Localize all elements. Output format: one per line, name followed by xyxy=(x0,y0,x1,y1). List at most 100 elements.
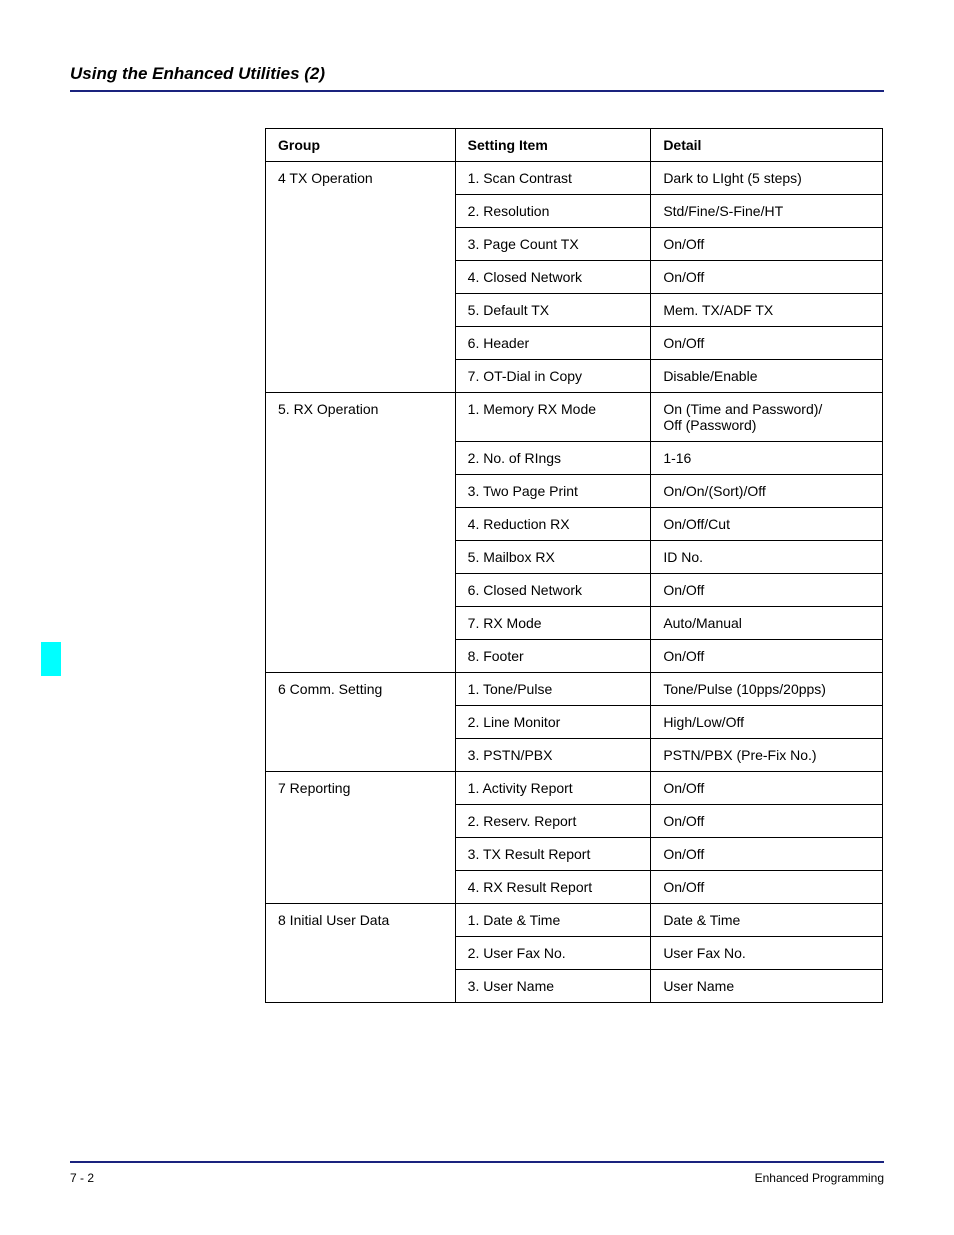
table-row: 4. RX Result ReportOn/Off xyxy=(266,871,883,904)
table-row: 3. User NameUser Name xyxy=(266,970,883,1003)
setting-item-cell: 6. Closed Network xyxy=(455,574,651,607)
settings-table: Group Setting Item Detail 4 TX Operation… xyxy=(265,128,883,1003)
setting-item-cell: 1. Memory RX Mode xyxy=(455,393,651,442)
detail-cell: On/Off xyxy=(651,871,883,904)
group-empty-cell xyxy=(266,640,456,673)
col-header-group: Group xyxy=(266,129,456,162)
table-row: 4. Closed NetworkOn/Off xyxy=(266,261,883,294)
page-footer: 7 - 2 Enhanced Programming xyxy=(70,1161,884,1185)
detail-cell: Std/Fine/S-Fine/HT xyxy=(651,195,883,228)
table-row: 8. FooterOn/Off xyxy=(266,640,883,673)
setting-item-cell: 4. Closed Network xyxy=(455,261,651,294)
setting-item-cell: 3. PSTN/PBX xyxy=(455,739,651,772)
setting-item-cell: 2. No. of RIngs xyxy=(455,442,651,475)
setting-item-cell: 1. Scan Contrast xyxy=(455,162,651,195)
detail-cell: On/Off xyxy=(651,327,883,360)
detail-cell: User Name xyxy=(651,970,883,1003)
group-empty-cell xyxy=(266,261,456,294)
detail-cell: User Fax No. xyxy=(651,937,883,970)
table-row: 7. RX ModeAuto/Manual xyxy=(266,607,883,640)
setting-item-cell: 3. Two Page Print xyxy=(455,475,651,508)
group-empty-cell xyxy=(266,871,456,904)
setting-item-cell: 2. Resolution xyxy=(455,195,651,228)
setting-item-cell: 7. OT-Dial in Copy xyxy=(455,360,651,393)
table-row: 4. Reduction RXOn/Off/Cut xyxy=(266,508,883,541)
table-row: 6 Comm. Setting1. Tone/PulseTone/Pulse (… xyxy=(266,673,883,706)
setting-item-cell: 5. Default TX xyxy=(455,294,651,327)
table-row: 6. Closed NetworkOn/Off xyxy=(266,574,883,607)
group-empty-cell xyxy=(266,508,456,541)
setting-item-cell: 1. Activity Report xyxy=(455,772,651,805)
detail-cell: On (Time and Password)/ Off (Password) xyxy=(651,393,883,442)
setting-item-cell: 2. User Fax No. xyxy=(455,937,651,970)
setting-item-cell: 4. Reduction RX xyxy=(455,508,651,541)
table-row: 2. User Fax No.User Fax No. xyxy=(266,937,883,970)
setting-item-cell: 2. Reserv. Report xyxy=(455,805,651,838)
table-row: 2. No. of RIngs1-16 xyxy=(266,442,883,475)
page-title: Using the Enhanced Utilities (2) xyxy=(70,64,884,92)
table-row: 3. TX Result ReportOn/Off xyxy=(266,838,883,871)
group-empty-cell xyxy=(266,475,456,508)
group-empty-cell xyxy=(266,607,456,640)
group-empty-cell xyxy=(266,937,456,970)
detail-cell: Dark to LIght (5 steps) xyxy=(651,162,883,195)
group-empty-cell xyxy=(266,195,456,228)
setting-item-cell: 5. Mailbox RX xyxy=(455,541,651,574)
detail-cell: On/Off xyxy=(651,640,883,673)
detail-cell: High/Low/Off xyxy=(651,706,883,739)
setting-item-cell: 8. Footer xyxy=(455,640,651,673)
chapter-tab xyxy=(41,642,61,676)
col-header-detail: Detail xyxy=(651,129,883,162)
detail-cell: On/Off xyxy=(651,574,883,607)
group-empty-cell xyxy=(266,970,456,1003)
document-page: Using the Enhanced Utilities (2) Group S… xyxy=(0,0,954,1235)
group-name-cell: 6 Comm. Setting xyxy=(266,673,456,706)
detail-cell: Mem. TX/ADF TX xyxy=(651,294,883,327)
group-empty-cell xyxy=(266,360,456,393)
group-empty-cell xyxy=(266,739,456,772)
table-row: 5. Default TXMem. TX/ADF TX xyxy=(266,294,883,327)
group-name-cell: 8 Initial User Data xyxy=(266,904,456,937)
table-header-row: Group Setting Item Detail xyxy=(266,129,883,162)
setting-item-cell: 2. Line Monitor xyxy=(455,706,651,739)
table-row: 3. Page Count TXOn/Off xyxy=(266,228,883,261)
setting-item-cell: 3. TX Result Report xyxy=(455,838,651,871)
setting-item-cell: 7. RX Mode xyxy=(455,607,651,640)
group-name-cell: 5. RX Operation xyxy=(266,393,456,442)
table-row: 3. PSTN/PBXPSTN/PBX (Pre-Fix No.) xyxy=(266,739,883,772)
detail-cell: On/Off xyxy=(651,261,883,294)
group-name-cell: 7 Reporting xyxy=(266,772,456,805)
group-empty-cell xyxy=(266,706,456,739)
table-row: 7 Reporting1. Activity ReportOn/Off xyxy=(266,772,883,805)
setting-item-cell: 6. Header xyxy=(455,327,651,360)
table-row: 8 Initial User Data1. Date & TimeDate & … xyxy=(266,904,883,937)
group-empty-cell xyxy=(266,294,456,327)
detail-cell: On/On/(Sort)/Off xyxy=(651,475,883,508)
detail-cell: 1-16 xyxy=(651,442,883,475)
table-row: 2. ResolutionStd/Fine/S-Fine/HT xyxy=(266,195,883,228)
table-row: 7. OT-Dial in CopyDisable/Enable xyxy=(266,360,883,393)
footer-section-title: Enhanced Programming xyxy=(755,1171,884,1185)
group-empty-cell xyxy=(266,442,456,475)
setting-item-cell: 4. RX Result Report xyxy=(455,871,651,904)
setting-item-cell: 1. Tone/Pulse xyxy=(455,673,651,706)
detail-cell: On/Off xyxy=(651,838,883,871)
group-empty-cell xyxy=(266,838,456,871)
group-name-cell: 4 TX Operation xyxy=(266,162,456,195)
detail-cell: Disable/Enable xyxy=(651,360,883,393)
group-empty-cell xyxy=(266,327,456,360)
group-empty-cell xyxy=(266,574,456,607)
table-row: 5. Mailbox RXID No. xyxy=(266,541,883,574)
table-body: 4 TX Operation1. Scan ContrastDark to LI… xyxy=(266,162,883,1003)
table-row: 6. HeaderOn/Off xyxy=(266,327,883,360)
setting-item-cell: 3. User Name xyxy=(455,970,651,1003)
setting-item-cell: 1. Date & Time xyxy=(455,904,651,937)
table-row: 5. RX Operation1. Memory RX ModeOn (Time… xyxy=(266,393,883,442)
table-row: 2. Line MonitorHigh/Low/Off xyxy=(266,706,883,739)
footer-page-number: 7 - 2 xyxy=(70,1171,94,1185)
table-row: 4 TX Operation1. Scan ContrastDark to LI… xyxy=(266,162,883,195)
detail-cell: PSTN/PBX (Pre-Fix No.) xyxy=(651,739,883,772)
detail-cell: On/Off xyxy=(651,772,883,805)
detail-cell: Tone/Pulse (10pps/20pps) xyxy=(651,673,883,706)
detail-cell: Date & Time xyxy=(651,904,883,937)
